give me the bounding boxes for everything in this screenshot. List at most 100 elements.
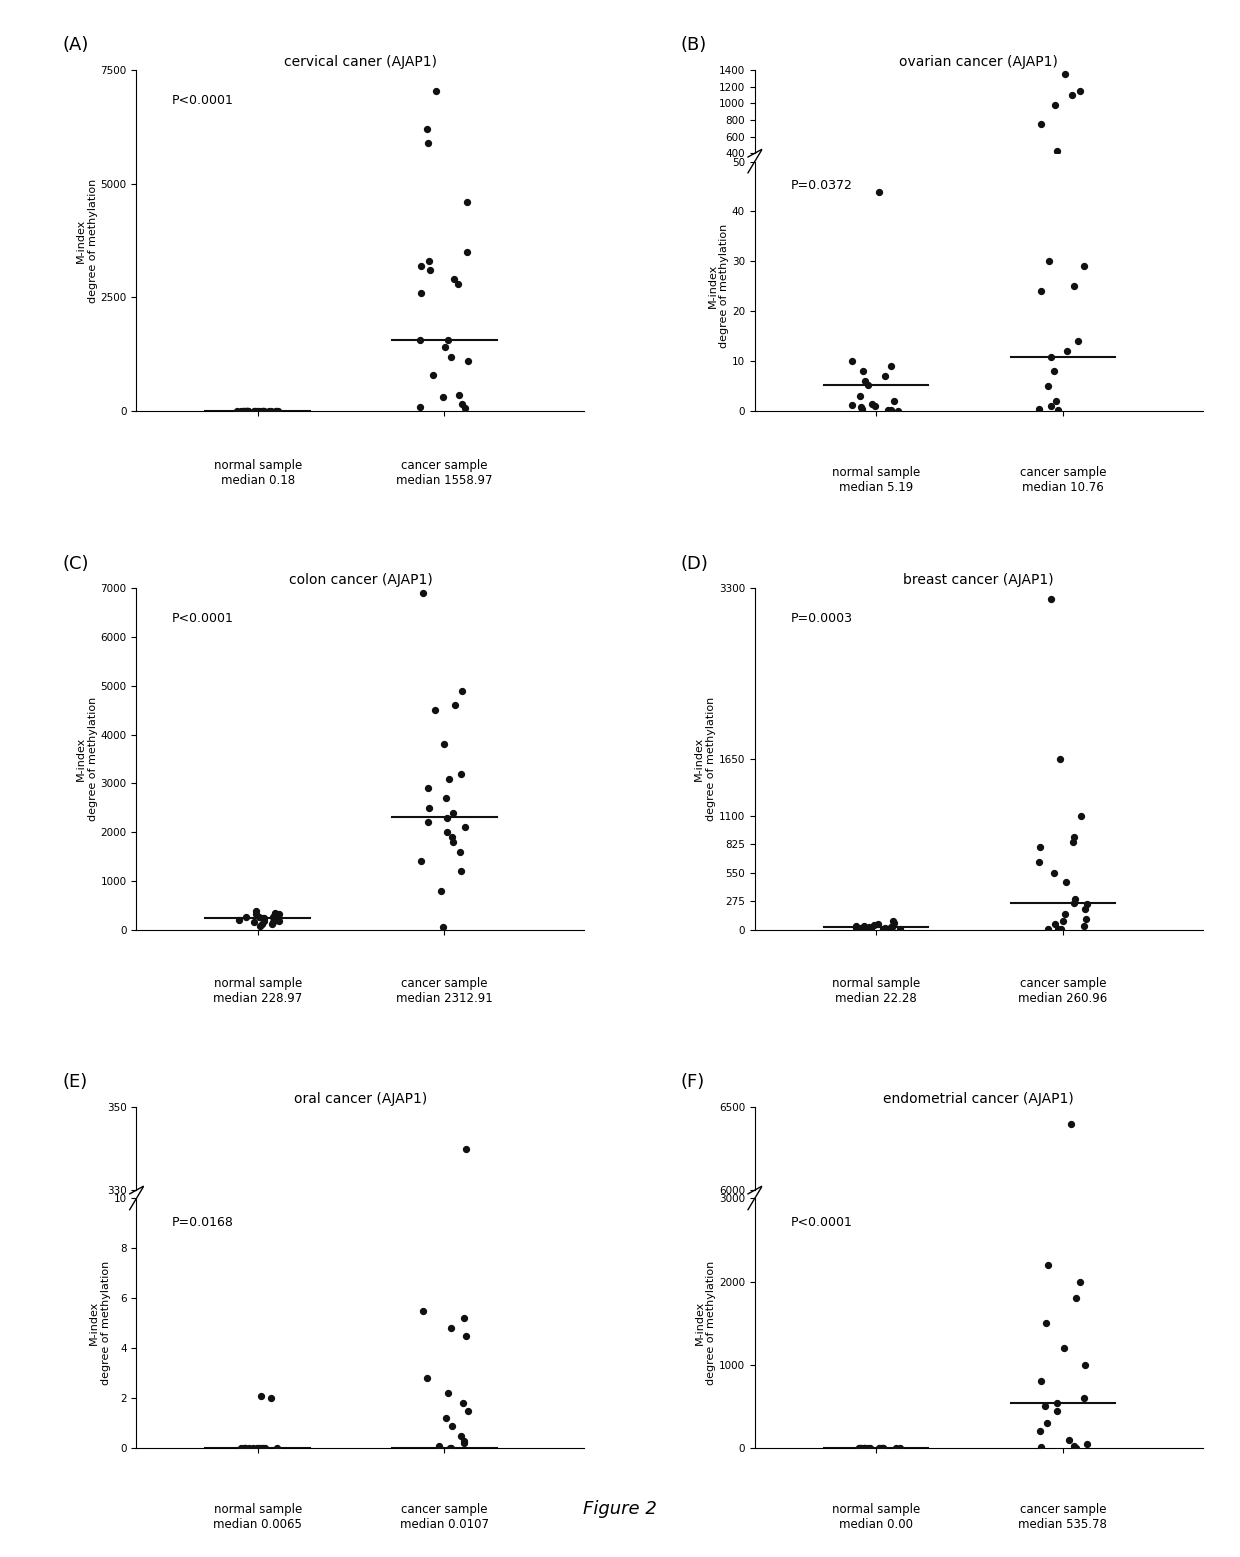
Point xyxy=(866,394,885,419)
Point xyxy=(458,1398,477,1423)
Point xyxy=(1064,274,1084,299)
Point xyxy=(1044,358,1064,383)
Point xyxy=(1078,1431,1097,1456)
Point xyxy=(1061,83,1081,107)
Point xyxy=(884,911,904,936)
Point xyxy=(410,394,430,419)
Point xyxy=(252,399,272,424)
Point xyxy=(854,1436,874,1460)
Point xyxy=(1030,279,1050,304)
Title: oral cancer (AJAP1): oral cancer (AJAP1) xyxy=(294,1091,427,1105)
Point xyxy=(424,698,444,722)
Point xyxy=(253,399,273,424)
Y-axis label: M-index
degree of methylation: M-index degree of methylation xyxy=(694,698,715,821)
Text: P<0.0001: P<0.0001 xyxy=(172,612,234,626)
Point xyxy=(232,1436,252,1460)
Point xyxy=(1047,1398,1066,1423)
Text: P<0.0001: P<0.0001 xyxy=(791,1216,852,1228)
Y-axis label: M-index
degree of methylation: M-index degree of methylation xyxy=(76,698,98,821)
Point xyxy=(247,898,267,923)
Point xyxy=(233,399,253,424)
Point xyxy=(889,917,909,942)
Point xyxy=(884,174,904,199)
Y-axis label: M-index
degree of methylation: M-index degree of methylation xyxy=(708,224,729,349)
Point xyxy=(410,329,430,353)
Point xyxy=(873,916,893,940)
Point xyxy=(238,399,258,424)
Point xyxy=(851,174,870,199)
Point xyxy=(1047,1390,1066,1415)
Point xyxy=(455,395,475,420)
Point xyxy=(1076,891,1096,916)
Point xyxy=(851,394,870,419)
Point xyxy=(842,174,862,199)
Text: cancer sample
median 2312.91: cancer sample median 2312.91 xyxy=(396,978,492,1006)
Text: normal sample
median 0.0065: normal sample median 0.0065 xyxy=(213,1503,303,1531)
Point xyxy=(854,1436,874,1460)
Point xyxy=(454,1428,474,1453)
Text: cancer sample
median 0.0107: cancer sample median 0.0107 xyxy=(401,1503,489,1531)
Point xyxy=(438,1381,458,1406)
Point xyxy=(852,174,872,199)
Point xyxy=(873,1436,893,1460)
Point xyxy=(859,1436,879,1460)
Point xyxy=(873,1436,893,1460)
Point xyxy=(237,399,257,424)
Point xyxy=(439,766,459,791)
Point xyxy=(433,385,453,409)
Point xyxy=(870,1436,890,1460)
Point xyxy=(852,916,872,940)
Point xyxy=(264,903,284,928)
Point xyxy=(253,906,273,931)
Point xyxy=(882,173,901,198)
Point xyxy=(267,399,286,424)
Point xyxy=(1060,903,1080,928)
Point xyxy=(236,399,255,424)
Point xyxy=(419,796,439,821)
Point xyxy=(1044,173,1064,198)
Point xyxy=(842,392,862,417)
Title: breast cancer (AJAP1): breast cancer (AJAP1) xyxy=(904,573,1054,587)
Point xyxy=(882,174,901,199)
Point xyxy=(1038,1252,1058,1277)
Point xyxy=(458,190,477,215)
Point xyxy=(234,1436,254,1460)
Point xyxy=(456,1137,476,1162)
Point xyxy=(233,399,253,424)
Point xyxy=(456,1323,476,1348)
Point xyxy=(858,372,878,397)
Point xyxy=(435,786,455,811)
Text: normal sample
median 0.18: normal sample median 0.18 xyxy=(213,459,301,487)
Point xyxy=(878,174,898,199)
Point xyxy=(858,917,878,942)
Point xyxy=(249,905,269,930)
Point xyxy=(268,1436,288,1460)
Point xyxy=(252,911,272,936)
Point xyxy=(875,173,895,198)
Point xyxy=(1054,1336,1074,1361)
Point xyxy=(269,908,289,933)
Point xyxy=(885,1436,905,1460)
Point xyxy=(237,399,257,424)
Point xyxy=(1066,1436,1086,1460)
Point xyxy=(874,916,894,940)
Point xyxy=(847,914,867,939)
Point xyxy=(453,392,472,417)
Point xyxy=(440,1436,460,1460)
Point xyxy=(259,399,279,424)
Point xyxy=(254,909,274,934)
Point xyxy=(851,383,870,408)
Point xyxy=(866,174,885,199)
Point xyxy=(1053,909,1073,934)
Point xyxy=(1045,174,1065,199)
Point xyxy=(1070,78,1090,103)
Point xyxy=(451,858,471,883)
Point xyxy=(1048,917,1068,942)
Point xyxy=(441,825,461,850)
Point xyxy=(434,914,454,939)
Point xyxy=(250,914,270,939)
Point xyxy=(879,399,899,424)
Point xyxy=(265,399,285,424)
Point xyxy=(1039,171,1059,196)
Point xyxy=(1050,747,1070,772)
